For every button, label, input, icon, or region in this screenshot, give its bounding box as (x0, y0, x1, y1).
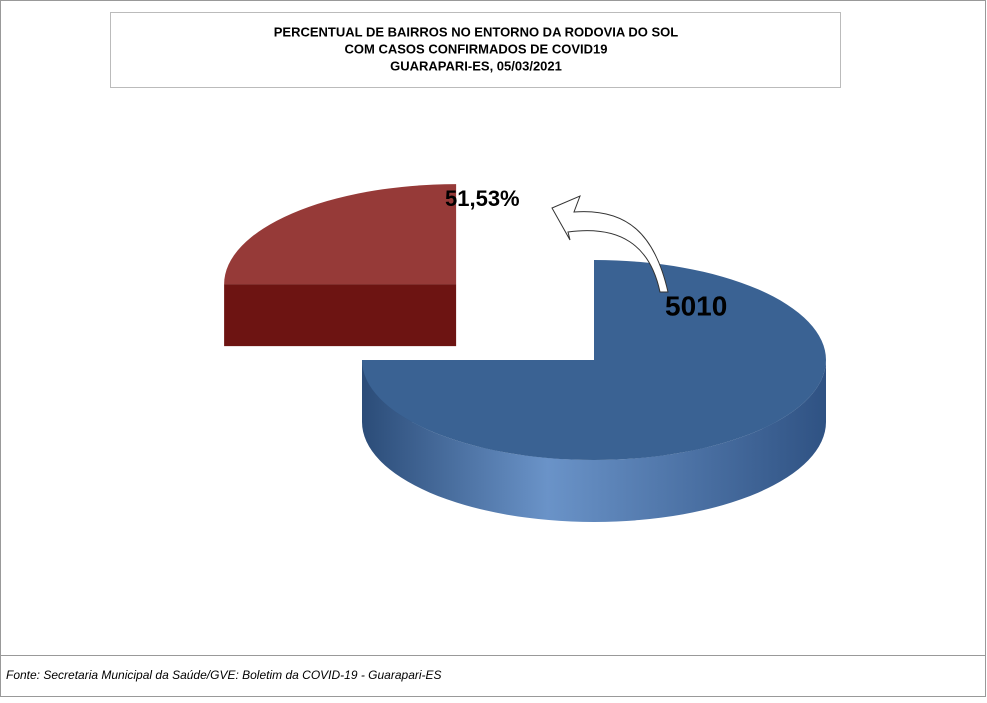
chart-title: COM CASOS CONFIRMADOS DE COVID19 (345, 41, 608, 56)
chart-title: GUARAPARI-ES, 05/03/2021 (390, 58, 562, 73)
source-note: Fonte: Secretaria Municipal da Saúde/GVE… (6, 668, 442, 682)
chart-title: PERCENTUAL DE BAIRROS NO ENTORNO DA RODO… (274, 24, 679, 39)
slice-cut-face (224, 284, 457, 347)
data-label: 5010 (665, 290, 727, 321)
title-box (110, 12, 841, 88)
slice (224, 184, 457, 285)
callout-arrow (551, 195, 669, 293)
annotation: 51,53% (445, 186, 520, 211)
slice-side (362, 360, 826, 522)
pie (224, 184, 826, 522)
slice (362, 260, 826, 460)
